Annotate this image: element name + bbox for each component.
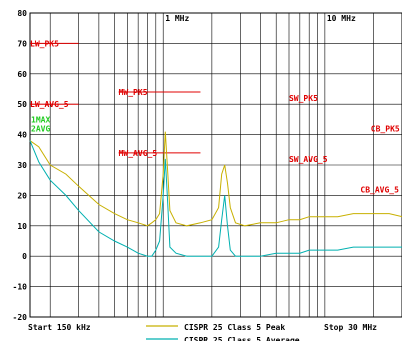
legend-label-peak: CISPR 25 Class 5 Peak xyxy=(184,323,285,332)
series-line-0 xyxy=(29,131,402,227)
limit-label-3: MW_AVG_5 xyxy=(119,149,158,158)
limit-label-5: SW_AVG_5 xyxy=(289,155,328,164)
y-tick-label: 50 xyxy=(17,100,27,109)
y-tick-label: 80 xyxy=(17,9,27,18)
limit-label-1: LW_AVG_5 xyxy=(30,100,69,109)
limit-label-4: SW_PK5 xyxy=(289,94,318,103)
footer-stop: Stop 30 MHz xyxy=(324,323,377,332)
annotation-1: 2AVG xyxy=(31,125,50,134)
y-tick-label: 70 xyxy=(17,39,27,48)
x-tick-label: 10 MHz xyxy=(327,14,356,23)
y-tick-label: 10 xyxy=(17,222,27,231)
y-tick-labels: 80 70 60 50 40 30 20 10 0 -10 -20 xyxy=(13,9,28,322)
x-tick-label: 1 MHz xyxy=(165,14,189,23)
footer-start: Start 150 kHz xyxy=(28,323,91,332)
series-line-1 xyxy=(29,140,402,257)
y-tick-label: 30 xyxy=(17,161,27,170)
series-group xyxy=(29,131,402,257)
y-tick-label: -10 xyxy=(13,283,28,292)
x-tick-labels: 1 MHz 10 MHz xyxy=(165,14,356,23)
limit-label-2: MW_PK5 xyxy=(119,88,148,97)
limit-label-6: CB_PK5 xyxy=(371,125,400,134)
legend-label-average: CISPR 25 Class 5 Average xyxy=(184,336,300,341)
annotation-0: 1MAX xyxy=(31,115,50,124)
y-tick-label: 20 xyxy=(17,191,27,200)
y-tick-label: 40 xyxy=(17,131,27,140)
limit-label-0: LW_PK5 xyxy=(30,39,59,48)
y-tick-label: 60 xyxy=(17,70,27,79)
limit-lines: LW_PK5 LW_AVG_5 MW_PK5 MW_AVG_5 SW_PK5 SW_AVG… xyxy=(30,39,400,194)
y-tick-label: 0 xyxy=(22,252,27,261)
y-tick-label: -20 xyxy=(13,313,28,322)
limit-label-7: CB_AVG_5 xyxy=(360,185,399,194)
